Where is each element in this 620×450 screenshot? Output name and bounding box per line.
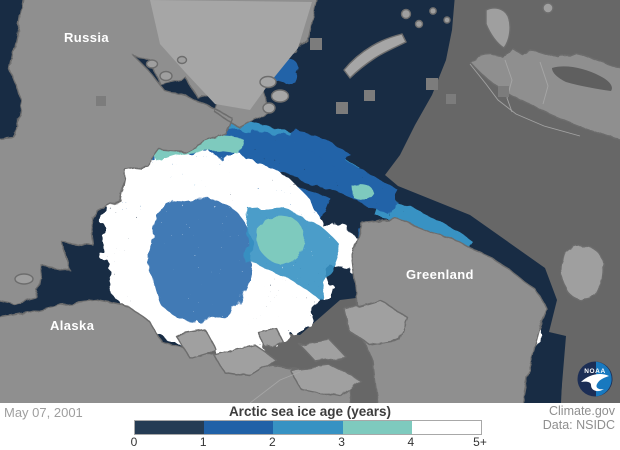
attribution: Climate.gov Data: NSIDC [543, 404, 615, 432]
map-label-russia: Russia [64, 30, 110, 45]
legend-color-segment [204, 421, 274, 434]
attribution-source: Data: NSIDC [542, 418, 615, 432]
legend-tick-label: 1 [199, 435, 207, 449]
land-wrangel-island [14, 273, 34, 285]
legend-color-segment [342, 421, 412, 434]
white-sea [552, 66, 612, 91]
legend-tick-label: 0 [130, 435, 138, 449]
map-label-greenland: Greenland [406, 267, 474, 282]
map-svg: NOAA [0, 0, 620, 403]
legend-tick-label: 3 [338, 435, 345, 449]
attribution-site: Climate.gov [549, 404, 615, 418]
legend-colorbar [134, 420, 482, 435]
land-novaya-zemlya [343, 33, 407, 79]
legend-color-segment [273, 421, 343, 434]
legend-tick-label: 4 [407, 435, 415, 449]
date-label: May 07, 2001 [4, 405, 83, 420]
map-label-alaska: Alaska [50, 318, 95, 333]
land-canadian-archipelago [174, 299, 409, 397]
noaa-logo: NOAA [577, 361, 613, 397]
legend-footer: May 07, 2001 Arctic sea ice age (years) … [0, 403, 620, 450]
land-severnaya-zemlya [259, 75, 277, 89]
legend-ticks: 0 1 2 3 4 5+ [130, 435, 487, 449]
country-borders [249, 59, 581, 403]
legend-tick-label: 5+ [473, 435, 487, 449]
legend-tick-label: 2 [269, 435, 276, 449]
noaa-logo-text: NOAA [584, 368, 606, 375]
land-north-islands [485, 7, 511, 49]
land-russia-light [150, 0, 312, 110]
legend-color-segment [411, 421, 482, 434]
legend-color-segment [135, 421, 205, 434]
land-new-siberian-islands [145, 59, 159, 69]
noaa-seagull-icon [581, 374, 609, 392]
land-svalbard [559, 245, 604, 301]
legend-title: Arctic sea ice age (years) [228, 404, 392, 419]
map-canvas: NOAA Russia Alaska Greenland [0, 0, 620, 403]
data-gap-squares [96, 38, 509, 114]
